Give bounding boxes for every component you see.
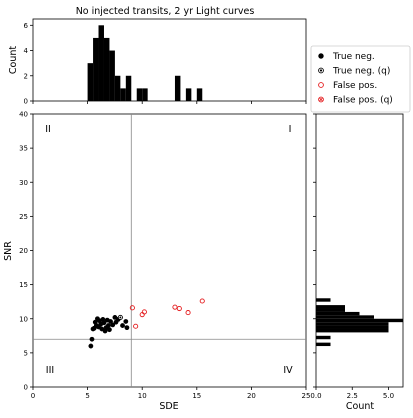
top-ytick-label: 2 (24, 72, 28, 80)
top-histogram-frame (32, 18, 307, 102)
right-histogram: 0.0 2.5 5.0 Count (310, 113, 404, 412)
scatter-xtick-label: 10 (138, 392, 147, 400)
top-histogram-bar-5 (114, 75, 121, 101)
top-histogram-ylabel: Count (8, 46, 19, 74)
scatter-point-s2-3 (141, 309, 147, 315)
scatter-ytick-label: 0 (24, 384, 28, 392)
scatter-point-s0-23 (120, 323, 125, 328)
top-histogram-bar-9 (142, 88, 148, 101)
top-histogram-bar-10 (174, 75, 181, 101)
scatter-point-s0-18 (108, 319, 113, 324)
scatter-point-s1-0 (117, 314, 123, 320)
legend-marker-3 (318, 96, 324, 103)
scatter-point-s0-19 (110, 322, 116, 328)
right-histogram-bar-1 (316, 335, 331, 340)
legend-label-3: False pos. (q) (333, 96, 393, 106)
right-histogram-bar-10 (316, 298, 331, 302)
scatter-point-s0-16 (105, 323, 111, 328)
legend-label-0: True neg. (332, 52, 375, 62)
scatter-xtick-label: 20 (247, 392, 256, 400)
right-histogram-xlabel: Count (346, 401, 374, 412)
quadrant-label-I: I (289, 124, 292, 135)
top-ytick-label: 6 (24, 22, 29, 30)
scatter-xtick-label: 15 (192, 392, 201, 400)
legend-marker-2 (318, 82, 324, 88)
scatter-point-s2-7 (199, 298, 205, 304)
right-histogram-bar-6 (316, 315, 374, 319)
right-xtick-label: 5.0 (383, 392, 394, 400)
legend-label-2: False pos. (333, 81, 377, 91)
scatter-xlabel: SDE (159, 401, 178, 412)
scatter-ytick-label: 35 (19, 145, 28, 153)
legend-marker-1 (318, 67, 324, 74)
right-histogram-bar-8 (316, 308, 345, 312)
top-histogram-bar-7 (125, 75, 132, 101)
top-histogram-bar-0 (87, 63, 94, 101)
scatter-ytick-label: 30 (19, 179, 28, 187)
scatter-xtick-label: 5 (85, 392, 89, 400)
top-histogram-bar-6 (120, 88, 126, 101)
legend: True neg. True neg. (q) False pos. False po… (310, 45, 411, 113)
quadrant-label-II: II (45, 124, 51, 135)
right-xtick-label: 2.5 (347, 392, 358, 400)
scatter-point-s2-1 (133, 323, 139, 329)
scatter-ytick-label: 40 (19, 111, 28, 119)
chart-title: No injected transits, 2 yr Light curves (76, 6, 255, 17)
right-histogram-bar-2 (316, 328, 389, 333)
scatter-point-s2-6 (185, 310, 191, 316)
scatter-ytick-label: 10 (19, 315, 28, 323)
top-histogram-bar-3 (103, 37, 110, 101)
scatter-ytick-label: 5 (24, 349, 28, 357)
scatter-xtick-label: 25 (302, 392, 311, 400)
top-histogram-bar-12 (196, 88, 203, 101)
top-ytick-label: 0 (24, 98, 28, 106)
scatter-point-s0-24 (123, 319, 129, 324)
scatter-xtick-label: 0 (31, 392, 35, 400)
right-histogram-bar-5 (316, 318, 403, 323)
right-histogram-bar-4 (316, 322, 389, 326)
scatter-point-s0-1 (89, 336, 95, 342)
top-histogram: 0 2 4 6 Count (8, 18, 307, 106)
legend-marker-0 (318, 53, 324, 59)
scatter-ytick-label: 15 (19, 281, 28, 289)
scatter-point-s0-0 (88, 343, 94, 349)
scatter-ytick-label: 25 (19, 213, 28, 221)
top-histogram-bar-4 (109, 50, 115, 101)
quadrant-label-IV: IV (283, 365, 293, 376)
scatter-frame (32, 113, 307, 388)
top-histogram-bar-1 (93, 37, 99, 101)
right-histogram-bar-3 (316, 325, 389, 329)
scatter-ytick-label: 20 (19, 247, 28, 255)
scatter-point-s0-17 (107, 327, 112, 333)
quadrant-label-III: III (46, 365, 54, 376)
right-histogram-bar-0 (316, 342, 331, 347)
top-histogram-bar-2 (98, 25, 104, 101)
legend-label-1: True neg. (q) (332, 67, 390, 77)
top-histogram-bar-8 (136, 88, 143, 101)
scatter-ylabel: SNR (3, 241, 14, 261)
scatter-point-s0-25 (124, 325, 130, 331)
right-xtick-label: 0.0 (310, 392, 321, 400)
right-histogram-bar-7 (316, 311, 360, 316)
top-histogram-bar-11 (185, 88, 192, 101)
scatter-point-s0-12 (101, 320, 107, 326)
right-histogram-bar-9 (316, 305, 345, 309)
top-ytick-label: 4 (24, 47, 29, 55)
legend-frame (310, 45, 411, 113)
scatter-point-s2-0 (129, 305, 135, 311)
scatter-point-s2-4 (172, 304, 178, 310)
scatter-point-s2-5 (176, 305, 182, 312)
